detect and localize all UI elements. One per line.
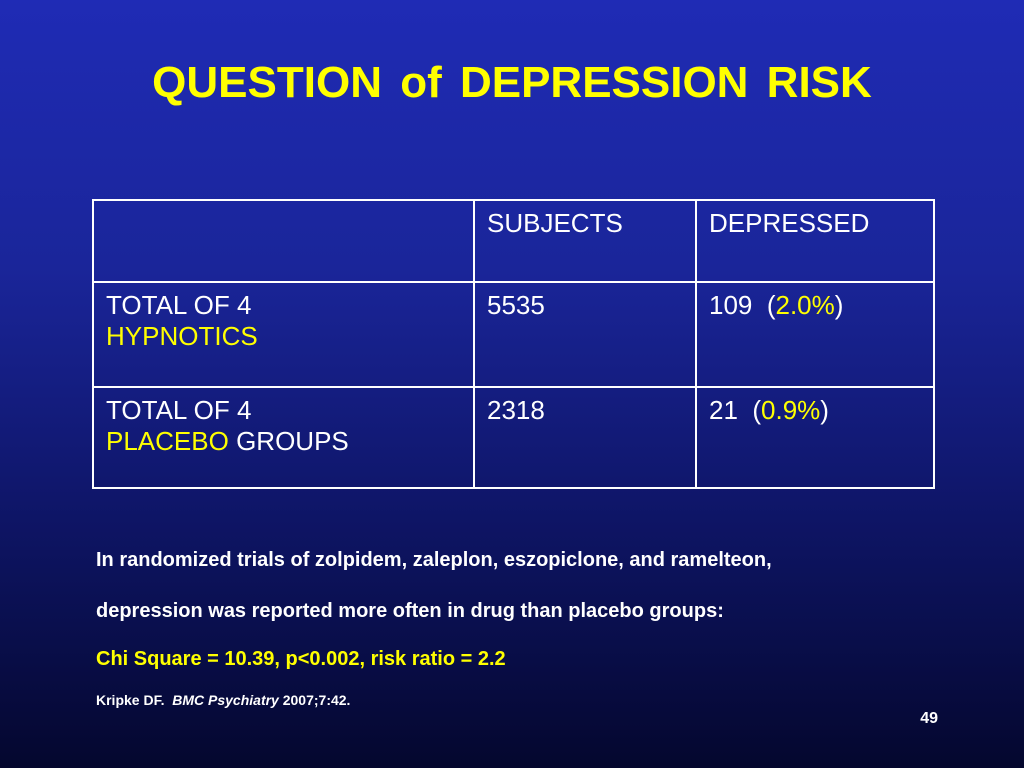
citation-details: 2007;7:42. (282, 692, 351, 708)
row-label-line2: HYPNOTICS (106, 321, 258, 351)
results-table: SUBJECTS DEPRESSED TOTAL OF 4 HYPNOTICS … (92, 199, 935, 489)
row-label-highlight: PLACEBO (106, 426, 229, 456)
citation-author: Kripke DF. (96, 692, 165, 708)
depressed-percent: 0.9% (761, 395, 821, 425)
header-cell-subjects: SUBJECTS (473, 199, 697, 283)
depressed-count: 109 (709, 290, 753, 320)
row-label-line1: TOTAL OF 4 (106, 395, 252, 425)
citation-journal: BMC Psychiatry (172, 692, 279, 708)
depressed-count: 21 (709, 395, 738, 425)
page-number: 49 (920, 710, 938, 727)
subjects-cell: 5535 (473, 281, 697, 388)
citation: Kripke DF. BMC Psychiatry 2007;7:42. (96, 692, 350, 708)
subjects-cell: 2318 (473, 386, 697, 489)
row-label-line1: TOTAL OF 4 (106, 290, 252, 320)
table-row-placebo: TOTAL OF 4 PLACEBO GROUPS 2318 21 (0.9%) (92, 386, 935, 489)
depressed-cell: 21 (0.9%) (695, 386, 935, 489)
depressed-percent: 2.0% (775, 290, 835, 320)
note-line-1: In randomized trials of zolpidem, zalepl… (96, 549, 772, 571)
row-label-rest: GROUPS (236, 426, 349, 456)
row-label-cell: TOTAL OF 4 PLACEBO GROUPS (92, 386, 475, 489)
header-cell-depressed: DEPRESSED (695, 199, 935, 283)
table-row-hypnotics: TOTAL OF 4 HYPNOTICS 5535 109 (2.0%) (92, 281, 935, 388)
table-header-row: SUBJECTS DEPRESSED (92, 199, 935, 283)
row-label-cell: TOTAL OF 4 HYPNOTICS (92, 281, 475, 388)
slide-title: QUESTION of DEPRESSION RISK (152, 58, 872, 107)
note-line-2: depression was reported more often in dr… (96, 600, 724, 622)
depressed-cell: 109 (2.0%) (695, 281, 935, 388)
statistics-line: Chi Square = 10.39, p<0.002, risk ratio … (96, 648, 506, 670)
header-cell-empty (92, 199, 475, 283)
